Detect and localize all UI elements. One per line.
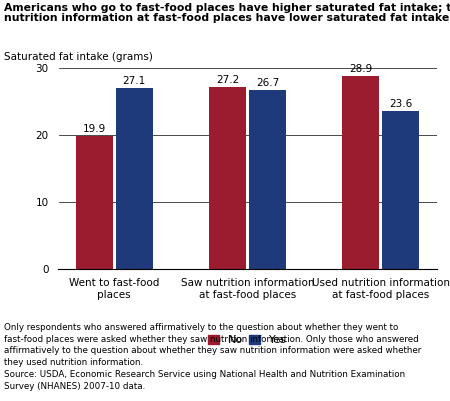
Text: 27.1: 27.1 [123, 75, 146, 85]
Text: 23.6: 23.6 [389, 99, 412, 109]
Text: Americans who go to fast-food places have higher saturated fat intake; those who: Americans who go to fast-food places hav… [4, 3, 450, 13]
Bar [342, 75, 379, 269]
Text: Saturated fat intake (grams): Saturated fat intake (grams) [4, 52, 153, 62]
Bar [382, 111, 419, 269]
Legend: No, Yes: No, Yes [204, 330, 291, 350]
Text: Only respondents who answered affirmatively to the question about whether they w: Only respondents who answered affirmativ… [4, 323, 422, 391]
Bar [209, 87, 246, 269]
Text: 19.9: 19.9 [83, 124, 106, 134]
Text: nutrition information at fast-food places have lower saturated fat intake: nutrition information at fast-food place… [4, 13, 450, 23]
Bar [249, 90, 286, 269]
Bar [116, 87, 153, 269]
Text: 28.9: 28.9 [349, 63, 372, 73]
Text: 27.2: 27.2 [216, 75, 239, 85]
Bar [76, 136, 113, 269]
Text: 26.7: 26.7 [256, 78, 279, 88]
